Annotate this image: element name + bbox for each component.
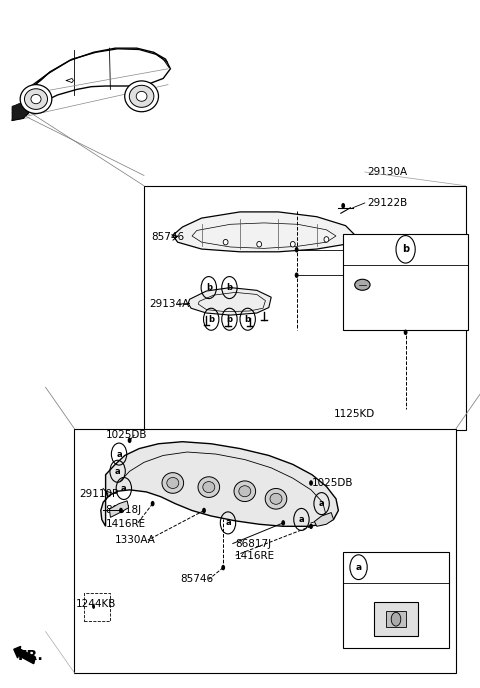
Circle shape [391,612,401,626]
Bar [144,186,466,430]
Bar [74,429,456,673]
Text: a: a [116,449,122,459]
Text: a: a [225,518,231,528]
Text: 1330AA: 1330AA [115,535,156,545]
Text: a: a [299,515,304,524]
Text: 1416RE: 1416RE [235,551,276,561]
Text: b: b [208,314,214,324]
Circle shape [92,605,95,609]
Circle shape [221,565,225,570]
Text: b: b [227,314,232,324]
Ellipse shape [31,94,41,104]
Text: FR.: FR. [18,649,44,663]
Ellipse shape [324,237,329,242]
Ellipse shape [129,85,154,107]
Ellipse shape [223,239,228,245]
Text: 29110P: 29110P [79,489,119,499]
Circle shape [128,438,132,443]
Ellipse shape [20,85,52,114]
Text: 85746: 85746 [180,574,213,584]
Text: a: a [121,484,127,493]
Ellipse shape [125,81,158,111]
Bar [343,234,468,330]
Circle shape [281,520,285,526]
Polygon shape [101,442,338,526]
Text: 29122B: 29122B [367,198,408,208]
Polygon shape [188,288,271,315]
Circle shape [202,508,206,513]
Ellipse shape [24,89,48,109]
Text: 86818J: 86818J [106,506,142,515]
Circle shape [309,524,313,529]
Bar [343,552,449,648]
Text: 82442: 82442 [372,562,403,572]
Ellipse shape [167,477,179,488]
Ellipse shape [270,493,282,504]
Text: 1025DB: 1025DB [312,478,353,488]
Bar [84,593,110,621]
Ellipse shape [290,241,295,247]
Text: 29130A: 29130A [367,167,408,177]
Text: 82442A: 82442A [384,280,421,290]
Text: 1416RE: 1416RE [106,519,146,529]
Ellipse shape [203,482,215,493]
Ellipse shape [198,477,220,497]
Text: b: b [402,244,409,255]
Circle shape [404,330,408,335]
Polygon shape [173,212,355,252]
Ellipse shape [355,279,370,290]
Circle shape [341,203,345,208]
Text: 1416RE: 1416RE [346,270,386,280]
Ellipse shape [265,488,287,509]
Text: 1025DB: 1025DB [346,245,387,255]
Text: 1025DB: 1025DB [106,430,147,440]
Text: b: b [245,314,251,324]
Circle shape [295,247,299,252]
FancyArrow shape [14,647,36,664]
Ellipse shape [162,473,184,493]
Circle shape [295,272,299,278]
Circle shape [309,480,313,486]
Polygon shape [12,102,31,120]
Bar [374,602,418,636]
Bar [386,611,406,627]
Text: 1244KB: 1244KB [76,599,116,609]
Text: 85746: 85746 [151,233,184,242]
Text: 1125KD: 1125KD [334,409,375,419]
Text: 1125AD: 1125AD [384,303,423,313]
Text: a: a [319,499,324,508]
Circle shape [119,508,123,513]
Ellipse shape [257,241,262,247]
Text: b: b [206,283,212,292]
Text: b: b [227,283,232,292]
Ellipse shape [234,481,256,502]
Text: a: a [356,563,361,572]
Ellipse shape [239,486,251,497]
Circle shape [151,501,155,506]
Text: a: a [115,466,120,476]
Polygon shape [314,513,334,526]
Ellipse shape [136,92,147,101]
Text: 29134A: 29134A [149,299,189,309]
Polygon shape [109,501,129,517]
Text: 86817J: 86817J [235,539,271,548]
Polygon shape [12,48,170,120]
